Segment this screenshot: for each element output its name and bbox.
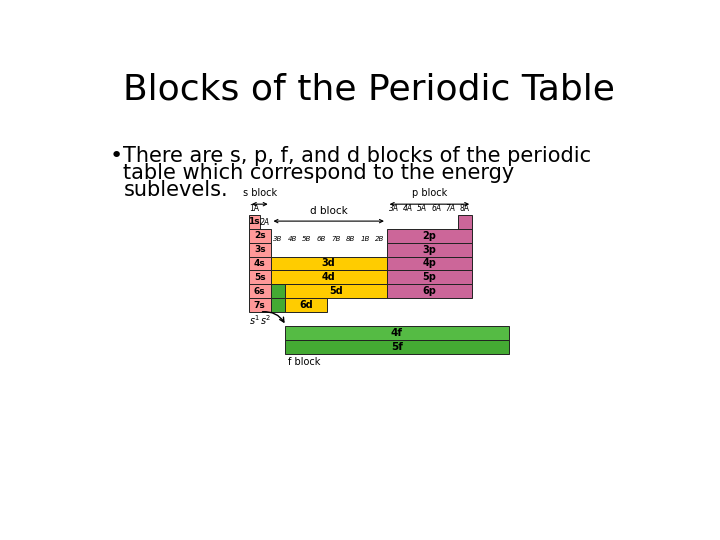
Bar — [458, 215, 472, 229]
Bar — [271, 298, 284, 312]
Text: 3p: 3p — [423, 245, 436, 254]
Text: 6B: 6B — [317, 236, 326, 242]
Text: 2A: 2A — [260, 218, 270, 227]
Text: 5s: 5s — [254, 273, 266, 282]
Text: 5A: 5A — [418, 205, 428, 213]
Bar — [284, 284, 387, 298]
Text: •: • — [109, 146, 122, 166]
Text: 4s: 4s — [254, 259, 266, 268]
Bar — [387, 284, 472, 298]
Text: There are s, p, f, and d blocks of the periodic: There are s, p, f, and d blocks of the p… — [123, 146, 591, 166]
Bar — [387, 229, 472, 242]
Bar — [284, 298, 327, 312]
Text: 6A: 6A — [431, 205, 441, 213]
Bar — [271, 256, 387, 271]
Bar — [284, 340, 509, 354]
Text: 4p: 4p — [423, 259, 436, 268]
Text: 1B: 1B — [361, 236, 369, 242]
Text: Blocks of the Periodic Table: Blocks of the Periodic Table — [123, 72, 615, 106]
Text: sublevels.: sublevels. — [123, 179, 228, 200]
Text: 7B: 7B — [331, 236, 341, 242]
Text: 4A: 4A — [403, 205, 413, 213]
Text: 3B: 3B — [273, 236, 282, 242]
Text: 3d: 3d — [322, 259, 336, 268]
Text: 2B: 2B — [375, 236, 384, 242]
Bar — [249, 271, 271, 284]
Bar — [249, 215, 260, 229]
Text: $s^2$: $s^2$ — [260, 314, 271, 327]
Bar — [249, 256, 271, 271]
Bar — [249, 284, 271, 298]
Text: s block: s block — [243, 188, 276, 198]
Text: 3A: 3A — [389, 205, 399, 213]
Bar — [249, 298, 271, 312]
Text: 5p: 5p — [423, 272, 436, 282]
Text: 8B: 8B — [346, 236, 355, 242]
Text: d block: d block — [310, 206, 348, 217]
Text: 5d: 5d — [329, 286, 343, 296]
Text: 7s: 7s — [254, 301, 266, 309]
Text: 7A: 7A — [446, 205, 456, 213]
Bar — [249, 229, 271, 242]
Text: 6p: 6p — [423, 286, 436, 296]
Text: 5f: 5f — [391, 342, 402, 352]
Text: 4d: 4d — [322, 272, 336, 282]
Bar — [271, 271, 387, 284]
Text: p block: p block — [412, 188, 447, 198]
Bar — [387, 256, 472, 271]
Text: 5B: 5B — [302, 236, 312, 242]
Bar — [387, 271, 472, 284]
Text: table which correspond to the energy: table which correspond to the energy — [123, 163, 515, 183]
Bar — [387, 242, 472, 256]
Bar — [284, 326, 509, 340]
Text: 2p: 2p — [423, 231, 436, 241]
Text: 6d: 6d — [299, 300, 312, 310]
Text: 2s: 2s — [254, 231, 266, 240]
Bar — [271, 284, 284, 298]
Text: 8A: 8A — [460, 205, 470, 213]
Text: 1s: 1s — [248, 218, 260, 226]
Text: 1A: 1A — [249, 205, 259, 213]
Text: 3s: 3s — [254, 245, 266, 254]
Text: $s^1$: $s^1$ — [248, 314, 260, 327]
Bar — [249, 242, 271, 256]
Text: 6s: 6s — [254, 287, 266, 296]
Text: 4B: 4B — [288, 236, 297, 242]
Text: f block: f block — [289, 356, 321, 367]
Text: 4f: 4f — [391, 328, 403, 338]
